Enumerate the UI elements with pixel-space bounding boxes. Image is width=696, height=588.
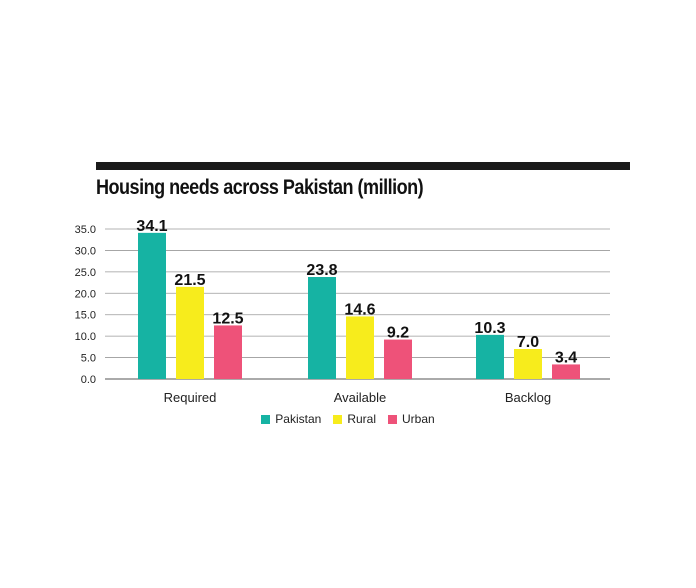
bar-rural-backlog <box>514 349 542 379</box>
y-tick-label: 25.0 <box>75 267 96 279</box>
y-tick-label: 30.0 <box>75 245 96 257</box>
y-tick-label: 5.0 <box>81 353 96 365</box>
bar-rural-required <box>176 286 204 379</box>
y-tick-label: 10.0 <box>75 331 96 343</box>
bar-pakistan-required <box>138 232 166 379</box>
legend-swatch <box>261 414 271 424</box>
y-tick-label: 15.0 <box>75 310 96 322</box>
legend-swatch <box>388 414 398 424</box>
legend-label: Pakistan <box>275 412 322 426</box>
bar-urban-required <box>214 325 242 379</box>
legend: Pakistan Rural Urban <box>0 412 696 426</box>
legend-item-pakistan: Pakistan <box>261 412 321 426</box>
bar-urban-backlog <box>552 364 580 379</box>
data-label: 12.5 <box>212 310 243 327</box>
y-tick-label: 35.0 <box>75 224 96 236</box>
x-tick-label: Available <box>334 390 387 405</box>
legend-swatch <box>333 414 343 424</box>
data-label: 14.6 <box>344 301 375 318</box>
data-label: 23.8 <box>306 262 337 279</box>
data-label: 7.0 <box>517 334 539 351</box>
x-tick-label: Required <box>164 390 217 405</box>
legend-label: Rural <box>347 412 377 426</box>
y-tick-label: 20.0 <box>75 288 96 300</box>
data-label: 3.4 <box>555 349 577 366</box>
bar-pakistan-backlog <box>476 334 504 379</box>
legend-item-rural: Rural <box>333 412 376 426</box>
data-label: 9.2 <box>387 325 409 342</box>
legend-label: Urban <box>402 412 435 426</box>
data-label: 21.5 <box>174 272 205 289</box>
bar-rural-available <box>346 316 374 379</box>
legend-item-urban: Urban <box>388 412 435 426</box>
bar-pakistan-available <box>308 277 336 379</box>
title-rule <box>96 162 630 170</box>
data-label: 10.3 <box>474 320 505 337</box>
data-label: 34.1 <box>136 218 167 235</box>
y-tick-label: 0.0 <box>81 374 96 386</box>
bar-urban-available <box>384 339 412 379</box>
x-tick-label: Backlog <box>505 390 551 405</box>
chart-title: Housing needs across Pakistan (million) <box>96 176 424 199</box>
